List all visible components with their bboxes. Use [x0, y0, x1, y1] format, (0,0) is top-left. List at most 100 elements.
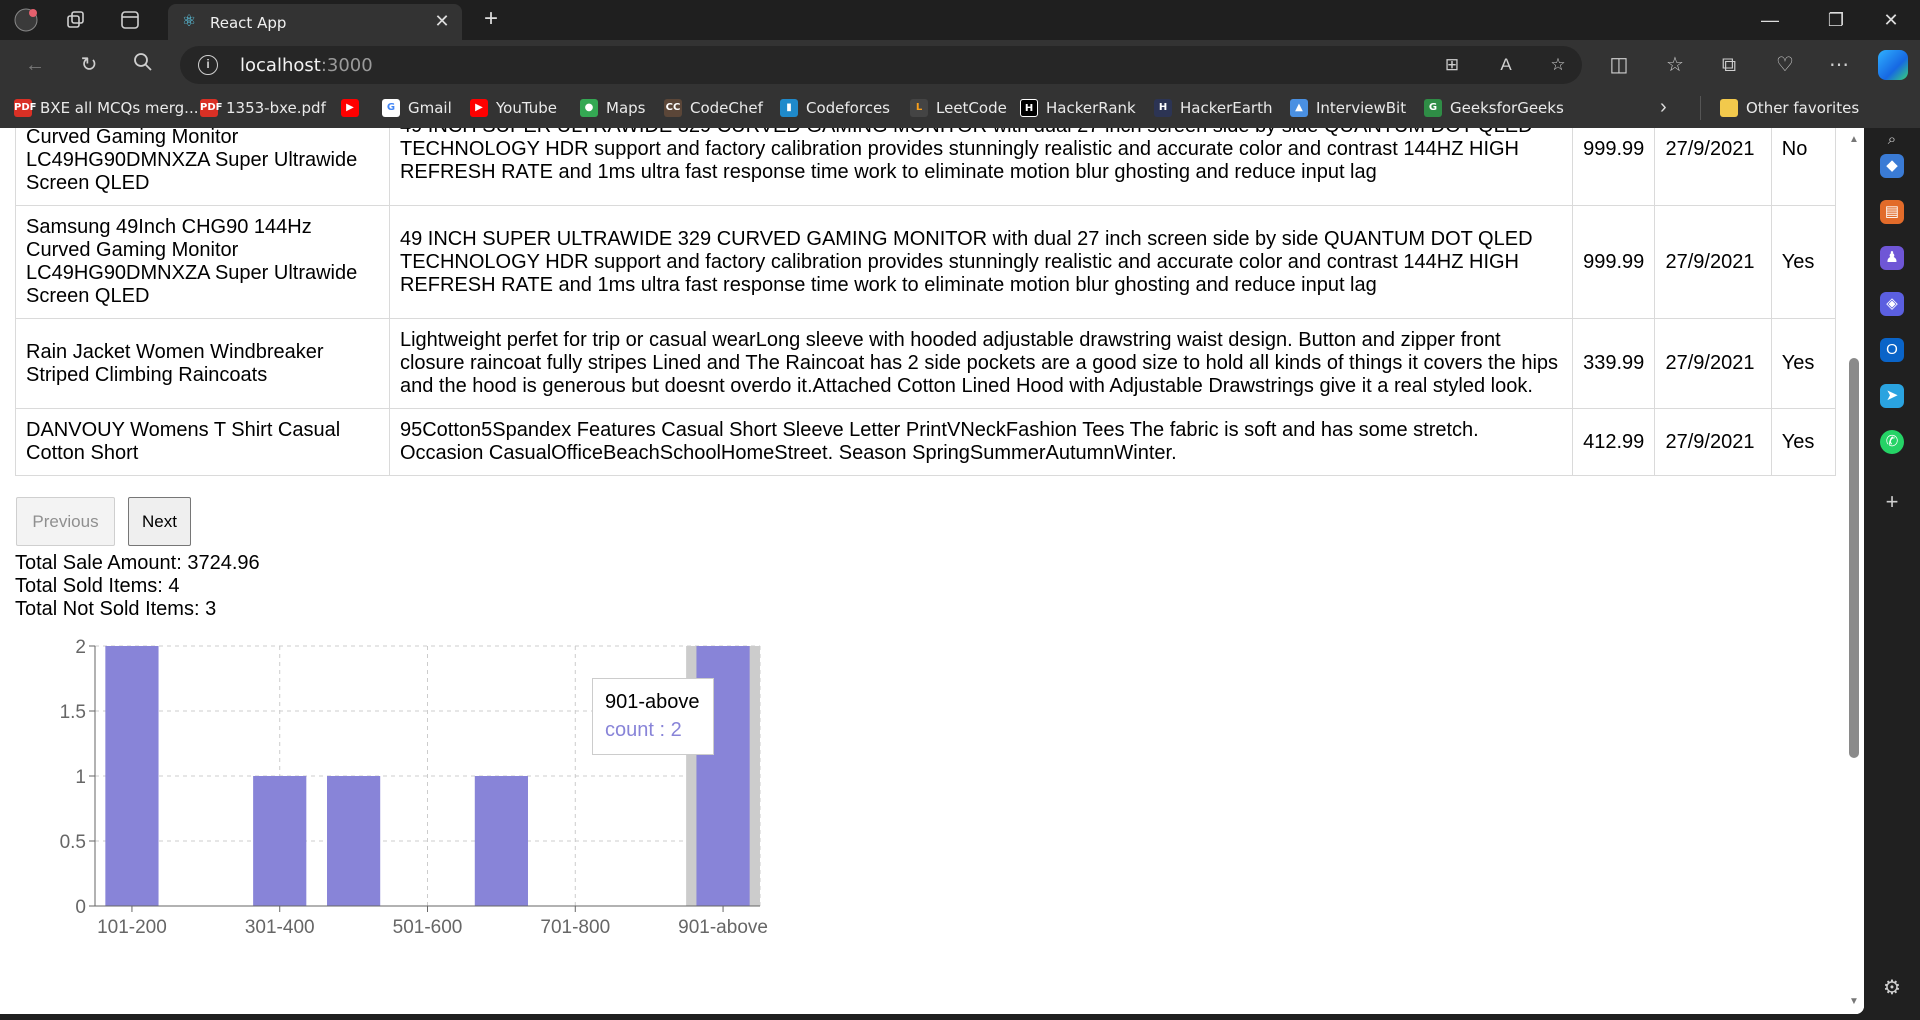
close-window-button[interactable]: ✕: [1883, 10, 1899, 30]
product-price-cell: 412.99: [1572, 408, 1656, 476]
restore-button[interactable]: ❐: [1827, 10, 1845, 30]
youtube-icon: ▶: [470, 99, 488, 117]
leetcode-icon: L: [910, 99, 928, 117]
hackerearth-icon: H: [1154, 99, 1172, 117]
collections-icon[interactable]: ⧉: [1721, 54, 1737, 76]
new-tab-button[interactable]: +: [483, 5, 498, 32]
product-date-cell: 27/9/2021: [1654, 128, 1772, 206]
product-description-cell: Lightweight perfet for trip or casual we…: [388, 318, 1574, 409]
bookmark-item[interactable]: PDF BXE all MCQs merg...: [14, 99, 199, 117]
refresh-icon[interactable]: ↻: [80, 54, 98, 76]
close-tab-icon[interactable]: ✕: [434, 11, 450, 31]
product-sold-cell: No: [1770, 128, 1837, 206]
tools-icon[interactable]: ▤: [1880, 200, 1904, 224]
x-tick-label: 901-above: [678, 917, 768, 938]
chevron-right-icon[interactable]: ›: [1660, 96, 1667, 118]
profile-avatar-icon[interactable]: [14, 8, 38, 32]
react-logo-icon: ⚛: [181, 13, 197, 30]
bookmark-item[interactable]: L LeetCode: [910, 96, 1007, 120]
product-description-cell: 49 INCH SUPER ULTRAWIDE 329 CURVED GAMIN…: [388, 128, 1574, 206]
back-arrow-icon[interactable]: ←: [25, 54, 45, 76]
scroll-up-arrow-icon[interactable]: ▲: [1849, 134, 1859, 145]
bookmark-item[interactable]: PDF 1353-bxe.pdf: [200, 99, 326, 117]
next-button[interactable]: Next: [128, 497, 191, 546]
read-aloud-icon[interactable]: A: [1500, 55, 1512, 74]
scrollbar-thumb[interactable]: [1849, 358, 1859, 758]
minimize-button[interactable]: —: [1761, 10, 1779, 30]
folder-icon: [1720, 99, 1738, 117]
chart-bar: [327, 776, 381, 906]
bookmark-item[interactable]: H HackerRank: [1020, 96, 1136, 120]
product-sold-cell: Yes: [1770, 205, 1837, 319]
chart-bar: [253, 776, 307, 906]
previous-button[interactable]: Previous: [16, 497, 115, 546]
tab-react-app[interactable]: ⚛ React App ✕: [168, 4, 462, 40]
chart-bar: [474, 776, 528, 906]
bookmark-item[interactable]: ● Maps: [580, 96, 645, 120]
product-title-cell: Samsung 49Inch CHG90 144Hz Curved Gaming…: [15, 128, 390, 206]
bookmarks-divider: [1700, 96, 1701, 120]
bookmark-item[interactable]: G GeeksforGeeks: [1424, 96, 1564, 120]
product-price-cell: 339.99: [1572, 318, 1656, 409]
workspaces-icon[interactable]: [64, 8, 88, 32]
youtube-icon: ▶: [341, 99, 359, 117]
browser-essentials-icon[interactable]: ♡: [1776, 54, 1794, 76]
more-options-icon[interactable]: ⋯: [1829, 54, 1849, 76]
page-viewport: Samsung 49Inch CHG90 144Hz Curved Gaming…: [0, 128, 1864, 1014]
bookmark-item[interactable]: ▮ Codeforces: [780, 96, 890, 120]
product-sold-cell: Yes: [1770, 318, 1837, 409]
split-screen-icon[interactable]: ◫: [1609, 54, 1629, 76]
app-available-icon[interactable]: ⊞: [1444, 55, 1460, 74]
x-tick-label: 101-200: [97, 917, 167, 938]
bookmark-item[interactable]: G Gmail: [382, 96, 452, 120]
settings-gear-icon[interactable]: ⚙: [1883, 977, 1901, 999]
other-favorites[interactable]: Other favorites: [1720, 96, 1859, 120]
table-row: Rain Jacket Women Windbreaker Striped Cl…: [15, 318, 1837, 409]
chart-tooltip: 901-above count : 2: [592, 678, 714, 755]
search-icon[interactable]: [130, 52, 156, 78]
bookmarks-bar: PDF BXE all MCQs merg... PDF 1353-bxe.pdf …: [0, 88, 1920, 128]
browser-toolbar: ← ↻ i localhost:3000 ⊞ A ☆ ◫ ☆ ⧉ ♡ ⋯: [0, 40, 1920, 88]
vertical-tabs-icon[interactable]: [118, 8, 142, 32]
games-icon[interactable]: ♟: [1880, 246, 1904, 270]
product-description-cell: 95Cotton5Spandex Features Casual Short S…: [388, 408, 1574, 476]
search-icon[interactable]: ⌕: [1887, 131, 1897, 148]
url-text[interactable]: localhost:3000: [240, 55, 373, 76]
scroll-down-arrow-icon[interactable]: ▼: [1849, 996, 1859, 1007]
table-row: DANVOUY Womens T Shirt Casual Cotton Sho…: [15, 408, 1837, 476]
total-not-sold-items: Total Not Sold Items: 3: [15, 598, 217, 620]
x-tick-label: 701-800: [540, 917, 610, 938]
product-title-cell: Rain Jacket Women Windbreaker Striped Cl…: [15, 318, 390, 409]
site-info-icon[interactable]: i: [198, 55, 218, 75]
browser-title-bar: ⚛ React App ✕ + — ❐ ✕: [0, 0, 1920, 40]
outlook-icon[interactable]: O: [1880, 338, 1904, 362]
product-title-cell: DANVOUY Womens T Shirt Casual Cotton Sho…: [15, 408, 390, 476]
product-date-cell: 27/9/2021: [1654, 408, 1772, 476]
y-tick-label: 2: [75, 637, 86, 658]
bookmark-item[interactable]: H HackerEarth: [1154, 96, 1273, 120]
product-price-cell: 999.99: [1572, 128, 1656, 206]
bookmark-item[interactable]: ▲ InterviewBit: [1290, 96, 1406, 120]
vertical-scrollbar[interactable]: ▲ ▼: [1844, 128, 1864, 1014]
product-title-cell: Samsung 49Inch CHG90 144Hz Curved Gaming…: [15, 205, 390, 319]
y-tick-label: 1: [75, 767, 86, 788]
google-icon: G: [382, 99, 400, 117]
maps-icon: ●: [580, 99, 598, 117]
copilot-sidebar-icon[interactable]: ◈: [1880, 292, 1904, 316]
total-sale-amount: Total Sale Amount: 3724.96: [15, 552, 260, 574]
add-icon[interactable]: +: [1885, 489, 1899, 514]
bookmark-item[interactable]: CC CodeChef: [664, 99, 763, 117]
telegram-icon[interactable]: ➤: [1880, 384, 1904, 408]
address-bar[interactable]: i localhost:3000 ⊞ A ☆: [180, 46, 1582, 84]
geeksforgeeks-icon: G: [1424, 99, 1442, 117]
favorites-icon[interactable]: ☆: [1666, 54, 1684, 76]
whatsapp-icon[interactable]: ✆: [1880, 430, 1904, 454]
y-tick-label: 0: [75, 897, 86, 918]
bookmark-item[interactable]: ▶ YouTube: [470, 96, 557, 120]
hackerrank-icon: H: [1020, 99, 1038, 117]
shopping-tag-icon[interactable]: ◆: [1880, 154, 1904, 178]
bookmark-item[interactable]: ▶: [341, 96, 367, 120]
codeforces-icon: ▮: [780, 99, 798, 117]
copilot-icon[interactable]: [1878, 50, 1908, 80]
favorite-star-icon[interactable]: ☆: [1550, 55, 1566, 74]
